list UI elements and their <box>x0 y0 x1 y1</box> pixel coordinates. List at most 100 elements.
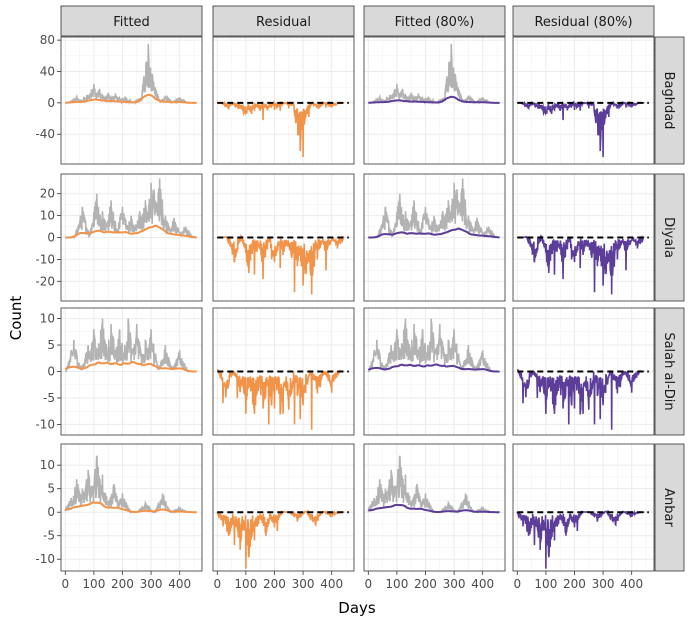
panel-2-1 <box>212 307 355 436</box>
fitted-series <box>65 93 197 104</box>
panel-0-0 <box>60 36 203 165</box>
y-tick-label: -5 <box>43 391 55 405</box>
panel-border <box>212 173 355 302</box>
fitted-series <box>368 95 500 104</box>
strip-background <box>363 5 506 37</box>
panel-border <box>363 173 506 302</box>
column-strip-0: Fitted <box>60 5 203 37</box>
panel-3-2 <box>363 443 506 572</box>
column-strip-label: Fitted <box>113 15 150 30</box>
x-tick-label: 400 <box>620 577 643 591</box>
panel-0-2 <box>363 36 506 165</box>
panel-border <box>363 307 506 436</box>
residual-series <box>216 368 345 430</box>
y-tick-label: 40 <box>40 64 55 78</box>
x-tick-label: 100 <box>82 577 105 591</box>
x-tick-label: 200 <box>111 577 134 591</box>
panel-1-3 <box>512 173 655 302</box>
row-strip-label: Salah al-Din <box>661 332 676 410</box>
panel-3-0 <box>60 443 203 572</box>
x-tick-label: 100 <box>534 577 557 591</box>
panel-border <box>363 36 506 165</box>
row-strips: Baghdad Diyala Salah al-Din Anbar <box>654 36 685 572</box>
column-strip-2: Fitted (80%) <box>363 5 506 37</box>
x-tick-label: 200 <box>263 577 286 591</box>
fitted-series <box>64 360 197 373</box>
y-tick-label: 0 <box>47 505 55 519</box>
x-tick-label: 0 <box>61 577 69 591</box>
y-tick-label: 10 <box>40 209 55 223</box>
y-tick-label: -10 <box>35 417 55 431</box>
residual-series <box>217 233 345 295</box>
fitted-series <box>367 363 500 373</box>
column-strip-3: Residual (80%) <box>512 5 655 37</box>
x-tick-label: 400 <box>471 577 494 591</box>
panel-1-0 <box>60 173 203 302</box>
y-tick-label: 5 <box>47 338 55 352</box>
panel-background <box>513 444 654 571</box>
residual-series <box>516 368 645 430</box>
panel-3-3 <box>512 443 655 572</box>
observed-series <box>368 318 500 373</box>
y-tick-label: -10 <box>35 552 55 566</box>
y-tick-label: 0 <box>47 231 55 245</box>
fitted-series <box>65 224 197 239</box>
strip-background <box>60 5 203 37</box>
row-strip-1: Diyala <box>654 173 685 302</box>
panel-0-3 <box>512 36 655 165</box>
fitted-series <box>368 227 500 239</box>
panel-3-1 <box>212 443 355 572</box>
x-tick-label: 200 <box>563 577 586 591</box>
strip-background <box>654 443 685 572</box>
residual-series <box>517 233 645 295</box>
x-tick-label: 300 <box>140 577 163 591</box>
y-tick-label: -5 <box>43 529 55 543</box>
y-axis-title: Count <box>7 296 25 341</box>
y-tick-label: 5 <box>47 482 55 496</box>
y-tick-label: 10 <box>40 458 55 472</box>
panels-layer <box>60 36 655 572</box>
fitted-series <box>367 503 500 514</box>
strip-background <box>212 5 355 37</box>
panel-2-0 <box>60 307 203 436</box>
panel-2-3 <box>512 307 655 436</box>
x-tick-label: 200 <box>414 577 437 591</box>
x-tick-label: 300 <box>443 577 466 591</box>
x-tick-label: 0 <box>364 577 372 591</box>
y-tick-label: 10 <box>40 312 55 326</box>
panel-background <box>213 444 354 571</box>
row-strip-3: Anbar <box>654 443 685 572</box>
panel-border <box>60 36 203 165</box>
panel-border <box>512 36 655 165</box>
row-strip-label: Baghdad <box>661 72 676 130</box>
strip-background <box>654 173 685 302</box>
y-tick-label: -10 <box>35 252 55 266</box>
panel-border <box>512 173 655 302</box>
x-tick-label: 400 <box>320 577 343 591</box>
strip-background <box>654 36 685 165</box>
x-tick-label: 0 <box>513 577 521 591</box>
y-tick-label: 20 <box>40 187 55 201</box>
panel-0-1 <box>212 36 355 165</box>
row-strip-label: Anbar <box>661 488 676 527</box>
panel-background <box>513 37 654 164</box>
strip-background <box>654 307 685 436</box>
panel-border <box>60 443 203 572</box>
column-strips: Fitted Residual Fitted (80%) Residual (80%) <box>60 5 655 37</box>
column-strip-label: Residual <box>256 15 311 30</box>
fitted-series <box>64 501 197 514</box>
observed-series <box>368 178 500 240</box>
panel-1-1 <box>212 173 355 302</box>
panel-border <box>212 36 355 165</box>
y-tick-label: 0 <box>47 96 55 110</box>
observed-series <box>65 178 197 240</box>
y-tick-label: -40 <box>35 127 55 141</box>
x-tick-label: 300 <box>592 577 615 591</box>
observed-series <box>65 318 197 373</box>
panel-border <box>363 443 506 572</box>
panel-1-2 <box>363 173 506 302</box>
panel-border <box>212 443 355 572</box>
row-strip-label: Diyala <box>661 217 676 258</box>
